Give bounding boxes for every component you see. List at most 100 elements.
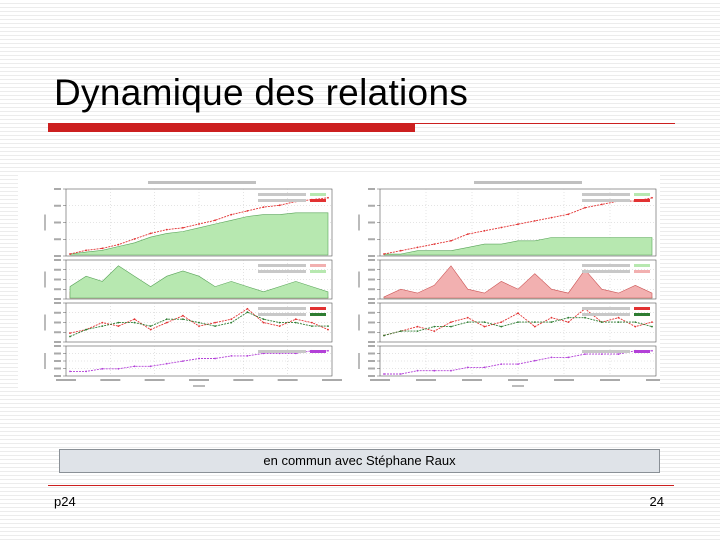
- y-tick-label: [54, 352, 61, 355]
- data-point: [182, 314, 184, 317]
- data-point: [311, 321, 313, 324]
- x-tick-label: [508, 379, 528, 381]
- data-point: [214, 325, 217, 327]
- footer-rule: [48, 485, 674, 486]
- legend-swatch: [310, 264, 326, 267]
- data-point: [149, 328, 152, 331]
- data-point: [550, 321, 553, 323]
- series-line: [383, 197, 653, 255]
- legend-swatch: [634, 307, 650, 310]
- y-tick-label: [368, 238, 375, 241]
- y-tick-label: [368, 255, 375, 257]
- data-point: [214, 357, 217, 360]
- legend-swatch: [634, 193, 650, 196]
- y-tick-label: [368, 204, 375, 207]
- page-number: 24: [649, 494, 664, 509]
- legend-swatch: [310, 313, 326, 316]
- data-point: [182, 226, 184, 229]
- data-point: [500, 363, 503, 365]
- data-point: [466, 316, 469, 319]
- y-tick-label: [54, 311, 61, 314]
- y-tick-label: [368, 288, 375, 291]
- data-point: [133, 365, 136, 368]
- y-tick-label: [368, 352, 375, 355]
- data-point: [327, 325, 329, 327]
- right-chart-title: [474, 181, 582, 184]
- x-tick-label: [189, 379, 209, 381]
- data-point: [450, 369, 452, 372]
- data-point: [165, 318, 168, 321]
- x-tick-label: [322, 379, 342, 381]
- data-point: [617, 353, 620, 355]
- data-point: [517, 223, 519, 226]
- y-tick-label: [368, 298, 375, 300]
- legend-swatch: [634, 350, 650, 353]
- data-point: [383, 373, 385, 375]
- y-tick-label: [54, 268, 61, 271]
- data-point: [399, 373, 402, 375]
- data-point: [433, 369, 436, 372]
- y-tick-label: [368, 259, 375, 261]
- legend-label: [582, 307, 630, 310]
- y-tick-label: [54, 188, 61, 190]
- data-point: [294, 321, 297, 324]
- series-area: [383, 265, 653, 299]
- y-tick-label: [368, 367, 375, 370]
- data-point: [133, 321, 136, 324]
- legend-label: [258, 350, 306, 353]
- data-point: [246, 311, 249, 314]
- data-point: [383, 334, 385, 337]
- y-tick-label: [54, 221, 61, 224]
- y-tick-label: [368, 345, 375, 347]
- data-point: [85, 370, 87, 373]
- data-point: [483, 325, 486, 328]
- data-point: [533, 220, 536, 222]
- data-point: [133, 238, 136, 240]
- data-point: [262, 318, 265, 321]
- data-point: [230, 321, 233, 324]
- y-axis-label: [358, 314, 360, 331]
- y-tick-label: [54, 278, 61, 281]
- data-point: [101, 321, 104, 324]
- data-point: [165, 228, 168, 231]
- y-tick-label: [368, 311, 375, 314]
- data-point: [294, 318, 297, 321]
- data-point: [69, 253, 71, 255]
- data-point: [416, 330, 419, 332]
- data-point: [117, 321, 120, 324]
- data-point: [69, 335, 71, 338]
- legend-label: [582, 350, 630, 353]
- data-point: [567, 321, 570, 323]
- data-point: [600, 321, 603, 323]
- data-point: [133, 318, 136, 321]
- data-point: [600, 203, 603, 206]
- data-point: [416, 369, 419, 372]
- data-point: [483, 321, 486, 323]
- y-tick-label: [368, 321, 375, 324]
- x-axis-label: [512, 385, 524, 387]
- y-tick-label: [54, 298, 61, 300]
- data-point: [198, 223, 200, 225]
- data-point: [450, 239, 452, 242]
- y-tick-label: [368, 302, 375, 304]
- legend-swatch: [310, 307, 326, 310]
- data-point: [149, 325, 152, 327]
- slide-title: Dynamique des relations: [54, 72, 469, 113]
- data-point: [416, 325, 419, 328]
- y-tick-label: [368, 375, 375, 377]
- data-point: [651, 321, 653, 323]
- x-tick-label: [416, 379, 436, 381]
- y-tick-label: [368, 268, 375, 271]
- y-tick-label: [368, 331, 375, 334]
- y-tick-label: [54, 204, 61, 207]
- data-point: [198, 325, 200, 327]
- legend-label: [258, 264, 306, 267]
- data-point: [433, 330, 436, 332]
- data-point: [500, 226, 503, 229]
- x-tick-label: [277, 379, 298, 381]
- x-tick-label: [144, 379, 165, 381]
- legend-swatch: [310, 193, 326, 196]
- data-point: [450, 325, 452, 328]
- data-point: [584, 353, 586, 355]
- y-axis-label: [44, 214, 46, 231]
